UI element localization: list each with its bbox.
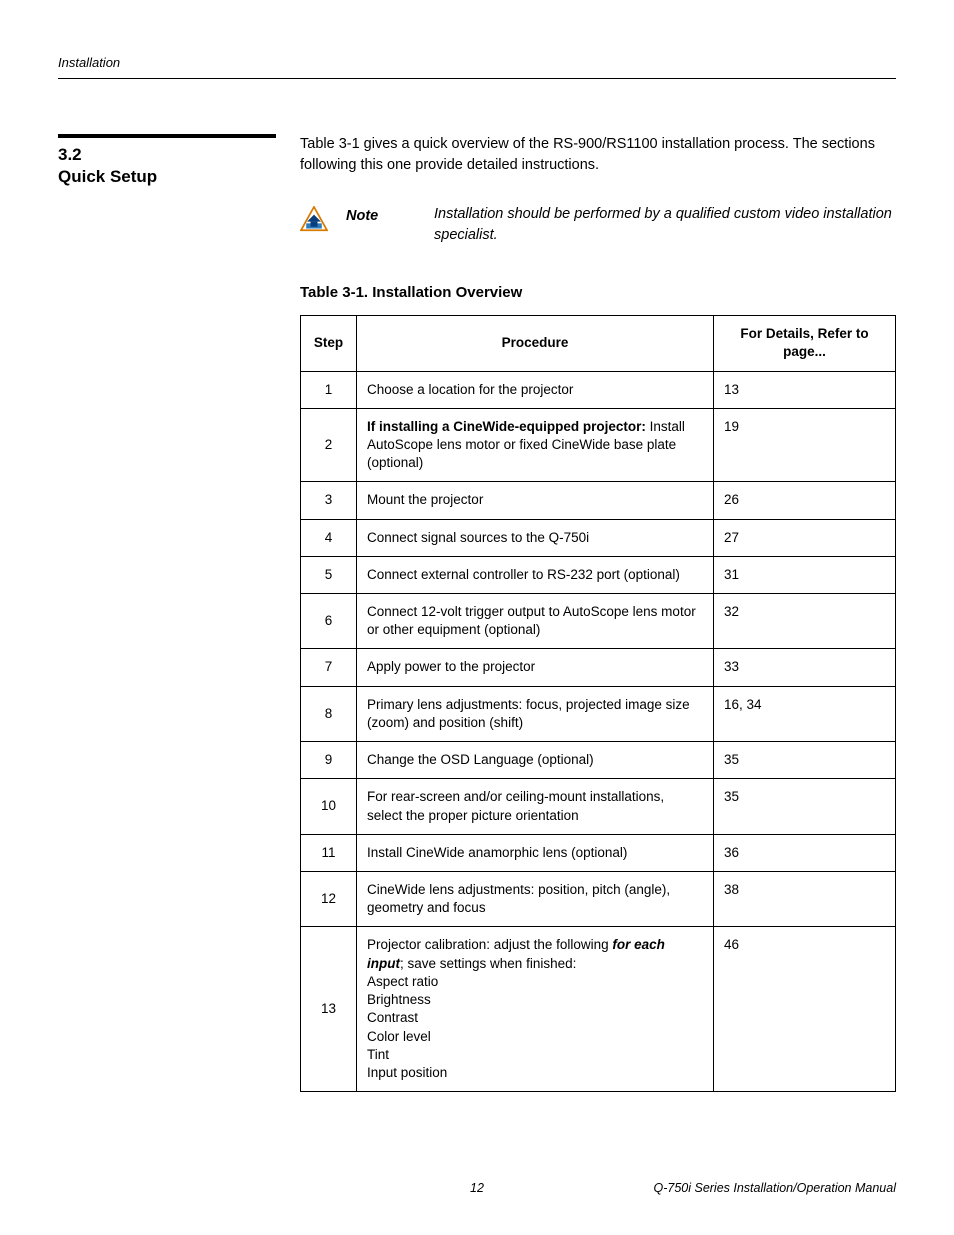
cell-page: 33 <box>714 649 896 686</box>
cell-step: 3 <box>301 482 357 519</box>
cell-page: 38 <box>714 872 896 927</box>
table-row: 13Projector calibration: adjust the foll… <box>301 927 896 1092</box>
cell-procedure: For rear-screen and/or ceiling-mount ins… <box>357 779 714 834</box>
cell-step: 2 <box>301 408 357 482</box>
cell-step: 7 <box>301 649 357 686</box>
table-row: 8Primary lens adjustments: focus, projec… <box>301 686 896 741</box>
cell-page: 16, 34 <box>714 686 896 741</box>
installation-table: Step Procedure For Details, Refer to pag… <box>300 315 896 1092</box>
col-page: For Details, Refer to page... <box>714 316 896 371</box>
table-row: 5Connect external controller to RS-232 p… <box>301 556 896 593</box>
cell-step: 9 <box>301 742 357 779</box>
cell-step: 6 <box>301 594 357 649</box>
table-row: 11Install CineWide anamorphic lens (opti… <box>301 834 896 871</box>
cell-step: 11 <box>301 834 357 871</box>
table-header-row: Step Procedure For Details, Refer to pag… <box>301 316 896 371</box>
section-bar <box>58 134 276 138</box>
section-number: 3.2 <box>58 144 300 166</box>
cell-procedure: If installing a CineWide-equipped projec… <box>357 408 714 482</box>
table-row: 2If installing a CineWide-equipped proje… <box>301 408 896 482</box>
cell-page: 13 <box>714 371 896 408</box>
running-header: Installation <box>58 55 896 70</box>
cell-procedure: CineWide lens adjustments: position, pit… <box>357 872 714 927</box>
cell-step: 13 <box>301 927 357 1092</box>
cell-page: 46 <box>714 927 896 1092</box>
cell-procedure: Change the OSD Language (optional) <box>357 742 714 779</box>
header-rule <box>58 78 896 79</box>
table-row: 3Mount the projector26 <box>301 482 896 519</box>
cell-procedure: Choose a location for the projector <box>357 371 714 408</box>
page-number: 12 <box>337 1181 616 1195</box>
content-row: 3.2 Quick Setup Table 3-1 gives a quick … <box>58 134 896 1092</box>
footer: 12 Q-750i Series Installation/Operation … <box>58 1181 896 1195</box>
footer-doc-title: Q-750i Series Installation/Operation Man… <box>617 1181 896 1195</box>
cell-procedure: Connect signal sources to the Q-750i <box>357 519 714 556</box>
cell-procedure: Projector calibration: adjust the follow… <box>357 927 714 1092</box>
cell-step: 5 <box>301 556 357 593</box>
table-row: 7Apply power to the projector33 <box>301 649 896 686</box>
note-icon <box>300 206 328 232</box>
cell-procedure: Primary lens adjustments: focus, project… <box>357 686 714 741</box>
table-row: 6Connect 12-volt trigger output to AutoS… <box>301 594 896 649</box>
table-row: 1Choose a location for the projector13 <box>301 371 896 408</box>
col-procedure: Procedure <box>357 316 714 371</box>
page: Installation 3.2 Quick Setup Table 3-1 g… <box>0 0 954 1235</box>
main-col: Table 3-1 gives a quick overview of the … <box>300 134 896 1092</box>
col-step: Step <box>301 316 357 371</box>
cell-procedure: Apply power to the projector <box>357 649 714 686</box>
table-row: 10For rear-screen and/or ceiling-mount i… <box>301 779 896 834</box>
cell-procedure: Install CineWide anamorphic lens (option… <box>357 834 714 871</box>
cell-procedure: Mount the projector <box>357 482 714 519</box>
cell-page: 32 <box>714 594 896 649</box>
section-title: Quick Setup <box>58 166 300 188</box>
note-label: Note <box>346 204 416 224</box>
cell-step: 1 <box>301 371 357 408</box>
section-heading-col: 3.2 Quick Setup <box>58 134 300 1092</box>
note-text: Installation should be performed by a qu… <box>434 204 896 246</box>
table-row: 12CineWide lens adjustments: position, p… <box>301 872 896 927</box>
cell-step: 10 <box>301 779 357 834</box>
table-body: 1Choose a location for the projector132I… <box>301 371 896 1092</box>
cell-page: 27 <box>714 519 896 556</box>
cell-page: 31 <box>714 556 896 593</box>
table-caption: Table 3-1. Installation Overview <box>300 284 896 301</box>
footer-spacer <box>58 1181 337 1195</box>
table-row: 9Change the OSD Language (optional)35 <box>301 742 896 779</box>
cell-step: 8 <box>301 686 357 741</box>
intro-paragraph: Table 3-1 gives a quick overview of the … <box>300 134 896 176</box>
note-block: Note Installation should be performed by… <box>300 204 896 246</box>
cell-procedure: Connect external controller to RS-232 po… <box>357 556 714 593</box>
cell-page: 35 <box>714 742 896 779</box>
cell-step: 4 <box>301 519 357 556</box>
cell-page: 36 <box>714 834 896 871</box>
table-row: 4Connect signal sources to the Q-750i27 <box>301 519 896 556</box>
cell-step: 12 <box>301 872 357 927</box>
cell-page: 35 <box>714 779 896 834</box>
cell-page: 19 <box>714 408 896 482</box>
cell-procedure: Connect 12-volt trigger output to AutoSc… <box>357 594 714 649</box>
cell-page: 26 <box>714 482 896 519</box>
